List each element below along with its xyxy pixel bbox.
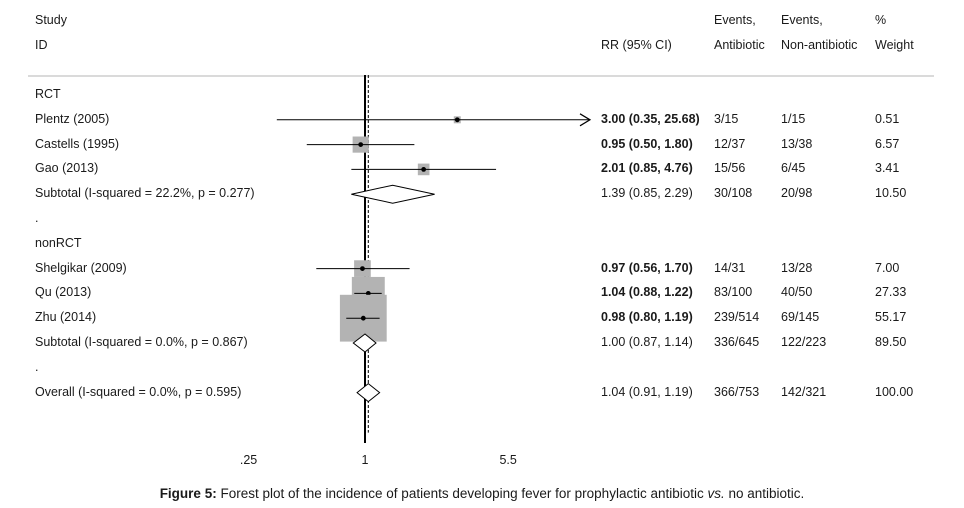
row-events-nonantibiotic-plentz-2005: 1/15: [781, 111, 806, 126]
group-label-nonrct: nonRCT: [35, 235, 82, 250]
axis-tick-label: 5.5: [499, 453, 517, 467]
row-weight-overall-i-squared-0-0-p-0-595: 100.00: [875, 384, 914, 399]
row-events-nonantibiotic-subtotal-i-squared-0-0-p-0-867: 122/223: [781, 335, 827, 349]
forest-plot: [28, 75, 934, 443]
ci-arrow-plentz-2005: [579, 113, 592, 127]
row-events-antibiotic-gao-2013: 15/56: [714, 161, 746, 176]
row-weight-qu-2013: 27.33: [875, 285, 907, 300]
row-events-antibiotic-castells-1995: 12/37: [714, 136, 746, 151]
row-events-nonantibiotic-zhu-2014: 69/145: [781, 310, 820, 325]
row-weight-gao-2013: 3.41: [875, 161, 900, 176]
diamond-subtotal-i-squared-0-0-p-0-867: [352, 333, 377, 353]
row-label-qu-2013: Qu (2013): [35, 285, 92, 300]
row-events-nonantibiotic-subtotal-i-squared-22-2-p-0-277: 20/98: [781, 186, 813, 201]
row-label-plentz-2005: Plentz (2005): [35, 111, 110, 126]
row-label-gao-2013: Gao (2013): [35, 161, 99, 176]
header-study: Study: [35, 13, 67, 27]
row-weight-subtotal-i-squared-0-0-p-0-867: 89.50: [875, 335, 907, 349]
axis-tick-label: .25: [239, 453, 258, 467]
header-events-nonantibiotic-2: Non-antibiotic: [781, 38, 858, 52]
row-ci-zhu-2014: 0.98 (0.80, 1.19): [601, 310, 693, 325]
row-events-antibiotic-shelgikar-2009: 14/31: [714, 260, 746, 275]
row-events-antibiotic-subtotal-i-squared-0-0-p-0-867: 336/645: [714, 335, 760, 349]
row-ci-gao-2013: 2.01 (0.85, 4.76): [601, 161, 693, 176]
point-estimate-gao-2013: [421, 167, 427, 172]
header-events-antibiotic-2: Antibiotic: [714, 38, 765, 52]
row-label-overall-i-squared-0-0-p-0-595: Overall (I-squared = 0.0%, p = 0.595): [35, 384, 242, 399]
figure-caption: Figure 5: Forest plot of the incidence o…: [0, 486, 964, 501]
row-label-subtotal-i-squared-22-2-p-0-277: Subtotal (I-squared = 22.2%, p = 0.277): [35, 186, 255, 201]
diamond-subtotal-i-squared-22-2-p-0-277: [351, 184, 435, 204]
row-events-nonantibiotic-shelgikar-2009: 13/28: [781, 260, 813, 275]
point-estimate-qu-2013: [365, 291, 371, 296]
header-id: ID: [35, 38, 48, 52]
row-ci-castells-1995: 0.95 (0.50, 1.80): [601, 136, 693, 151]
caption-text-end: no antibiotic.: [724, 486, 805, 501]
row-events-antibiotic-subtotal-i-squared-22-2-p-0-277: 30/108: [714, 186, 753, 201]
caption-label: Figure 5:: [159, 486, 217, 501]
row-events-antibiotic-overall-i-squared-0-0-p-0-595: 366/753: [714, 384, 760, 399]
row-label-castells-1995: Castells (1995): [35, 136, 120, 151]
row-events-nonantibiotic-gao-2013: 6/45: [781, 161, 806, 176]
axis-tick-label: 1: [361, 453, 369, 467]
row-weight-zhu-2014: 55.17: [875, 310, 907, 325]
row-ci-shelgikar-2009: 0.97 (0.56, 1.70): [601, 260, 693, 275]
header-rr: RR (95% CI): [601, 38, 672, 52]
row-weight-plentz-2005: 0.51: [875, 111, 900, 126]
caption-vs: vs.: [707, 486, 725, 501]
row-ci-plentz-2005: 3.00 (0.35, 25.68): [601, 111, 700, 126]
header-weight-2: Weight: [875, 38, 914, 52]
row-events-antibiotic-qu-2013: 83/100: [714, 285, 753, 300]
row-weight-castells-1995: 6.57: [875, 136, 900, 151]
caption-text: Forest plot of the incidence of patients…: [216, 486, 708, 501]
row-ci-qu-2013: 1.04 (0.88, 1.22): [601, 285, 693, 300]
row-label-zhu-2014: Zhu (2014): [35, 310, 97, 325]
header-events-nonantibiotic-1: Events,: [781, 13, 823, 27]
row-events-antibiotic-zhu-2014: 239/514: [714, 310, 760, 325]
point-estimate-zhu-2014: [360, 315, 366, 321]
spacer-dot: .: [35, 211, 39, 225]
row-ci-subtotal-i-squared-22-2-p-0-277: 1.39 (0.85, 2.29): [601, 186, 693, 201]
diamond-overall-i-squared-0-0-p-0-595: [356, 382, 381, 403]
row-weight-subtotal-i-squared-22-2-p-0-277: 10.50: [875, 186, 907, 201]
row-events-nonantibiotic-qu-2013: 40/50: [781, 285, 813, 300]
point-estimate-castells-1995: [358, 142, 364, 148]
row-label-subtotal-i-squared-0-0-p-0-867: Subtotal (I-squared = 0.0%, p = 0.867): [35, 335, 248, 349]
spacer-dot: .: [35, 359, 39, 374]
row-ci-subtotal-i-squared-0-0-p-0-867: 1.00 (0.87, 1.14): [601, 335, 693, 349]
row-ci-overall-i-squared-0-0-p-0-595: 1.04 (0.91, 1.19): [601, 384, 693, 399]
point-estimate-plentz-2005: [454, 117, 460, 123]
group-label-rct: RCT: [35, 87, 61, 101]
row-events-nonantibiotic-castells-1995: 13/38: [781, 136, 813, 151]
row-events-nonantibiotic-overall-i-squared-0-0-p-0-595: 142/321: [781, 384, 827, 399]
row-events-antibiotic-plentz-2005: 3/15: [714, 111, 739, 126]
header-events-antibiotic-1: Events,: [714, 13, 756, 27]
point-estimate-shelgikar-2009: [360, 266, 365, 271]
row-label-shelgikar-2009: Shelgikar (2009): [35, 260, 127, 275]
header-weight-1: %: [875, 13, 887, 27]
row-weight-shelgikar-2009: 7.00: [875, 260, 900, 275]
